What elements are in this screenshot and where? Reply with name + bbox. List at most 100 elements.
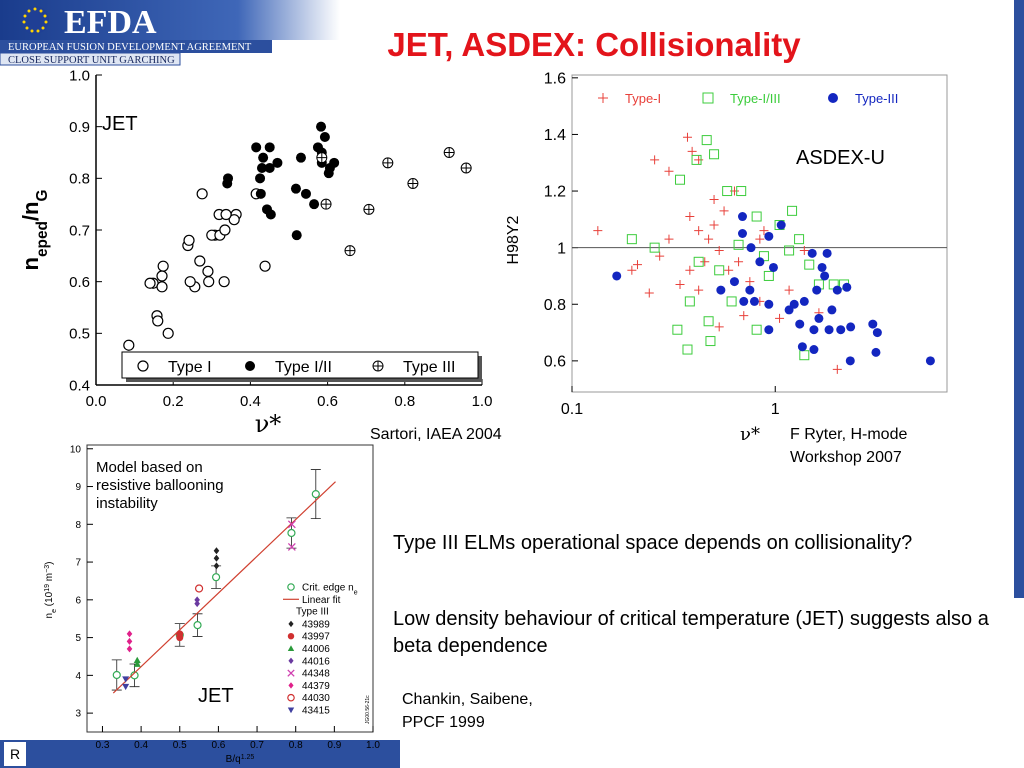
x-axis-label: ν* <box>740 424 760 445</box>
point <box>714 245 724 255</box>
point <box>737 229 747 238</box>
point <box>797 342 807 352</box>
point <box>694 226 704 236</box>
y-axis-label: neped/nG <box>18 190 51 271</box>
point <box>133 656 141 664</box>
label-part: (10 <box>44 591 55 609</box>
point <box>152 315 164 327</box>
point <box>196 188 208 200</box>
chart: 0.1 1 0.6 0.8 1 1.2 1.4 1.6 H98Y2 ν* ASDEX-U Type-I… <box>505 70 948 445</box>
point <box>650 155 660 165</box>
point <box>787 205 798 216</box>
x-tick-label: 1.0 <box>366 740 380 751</box>
y-tick-label: 5 <box>75 633 81 644</box>
point <box>812 285 822 295</box>
point <box>627 265 637 275</box>
point <box>672 324 683 335</box>
y-axis-label: H98Y2 <box>505 215 522 264</box>
label-part: eped <box>34 221 51 257</box>
point <box>872 328 882 338</box>
bullet: Low density behaviour of critical temper… <box>393 608 989 657</box>
point <box>784 285 794 295</box>
point <box>764 299 774 309</box>
point <box>219 224 231 236</box>
point <box>316 121 327 132</box>
citation: Workshop 2007 <box>790 449 902 466</box>
y-tick-label: 1.6 <box>544 70 566 87</box>
point <box>144 277 156 289</box>
point <box>684 296 695 307</box>
point <box>724 265 734 275</box>
point <box>745 285 755 295</box>
point <box>925 356 935 366</box>
point <box>272 157 283 168</box>
point <box>842 282 852 292</box>
logo: EFDA <box>64 4 157 41</box>
point <box>223 173 234 184</box>
y-tick-label: 1.4 <box>544 127 566 144</box>
point <box>814 313 824 323</box>
point <box>709 220 719 230</box>
label-part: n <box>18 257 43 270</box>
legend-box <box>121 351 479 379</box>
point <box>655 251 665 261</box>
point <box>682 344 693 355</box>
point <box>287 583 295 591</box>
x-axis-label: B/q1.25 <box>226 754 255 766</box>
point <box>737 212 747 222</box>
point <box>122 676 130 683</box>
chart: 0.0 0.2 0.4 0.6 0.8 1.0 0.4 0.5 0.6 0.7 0.8 0.9 1.0 n… <box>18 67 492 438</box>
legend-label: 43997 <box>302 632 330 643</box>
point <box>807 248 817 258</box>
citation: Sartori, IAEA 2004 <box>370 426 502 443</box>
label-part: n <box>44 613 55 619</box>
point <box>675 279 685 289</box>
point <box>827 305 837 315</box>
annotation: resistive ballooning <box>96 477 224 494</box>
point <box>311 489 320 499</box>
point <box>846 322 856 332</box>
point <box>719 206 729 216</box>
point <box>291 230 302 241</box>
legend-label: Type-I <box>625 91 661 106</box>
x-tick-label: 0.4 <box>240 393 261 410</box>
point <box>287 520 296 529</box>
point <box>255 188 266 199</box>
point <box>320 198 332 210</box>
point <box>836 325 846 335</box>
y-tick-label: 0.4 <box>69 377 90 394</box>
point <box>319 132 330 142</box>
citation: PPCF 1999 <box>402 714 485 731</box>
point <box>329 157 340 168</box>
point <box>130 671 139 680</box>
point <box>700 257 710 267</box>
x-tick-label: 0.8 <box>394 393 415 410</box>
bullet: Type III ELMs operational space depends … <box>393 532 913 554</box>
point <box>868 319 878 329</box>
point <box>755 234 765 244</box>
point <box>799 245 809 255</box>
point <box>156 270 168 282</box>
point <box>726 296 737 307</box>
point <box>287 528 296 538</box>
y-tick-label: 0.8 <box>544 297 566 314</box>
point <box>176 630 184 638</box>
point <box>112 670 121 680</box>
y-tick-label: 3 <box>75 709 81 720</box>
legend-label: 44348 <box>302 669 330 680</box>
point <box>287 645 295 652</box>
legend-label: Type-III <box>855 91 898 106</box>
point <box>220 208 232 221</box>
point <box>809 325 819 335</box>
point <box>264 163 275 173</box>
point <box>287 669 295 677</box>
label-part: −3 <box>44 565 51 573</box>
y-tick-label: 0.5 <box>69 326 90 343</box>
point <box>664 166 674 176</box>
point <box>716 285 726 295</box>
point <box>287 543 296 551</box>
y-tick-label: 7 <box>75 558 81 569</box>
legend-label: Linear fit <box>302 595 341 606</box>
flag-stars <box>22 7 48 33</box>
